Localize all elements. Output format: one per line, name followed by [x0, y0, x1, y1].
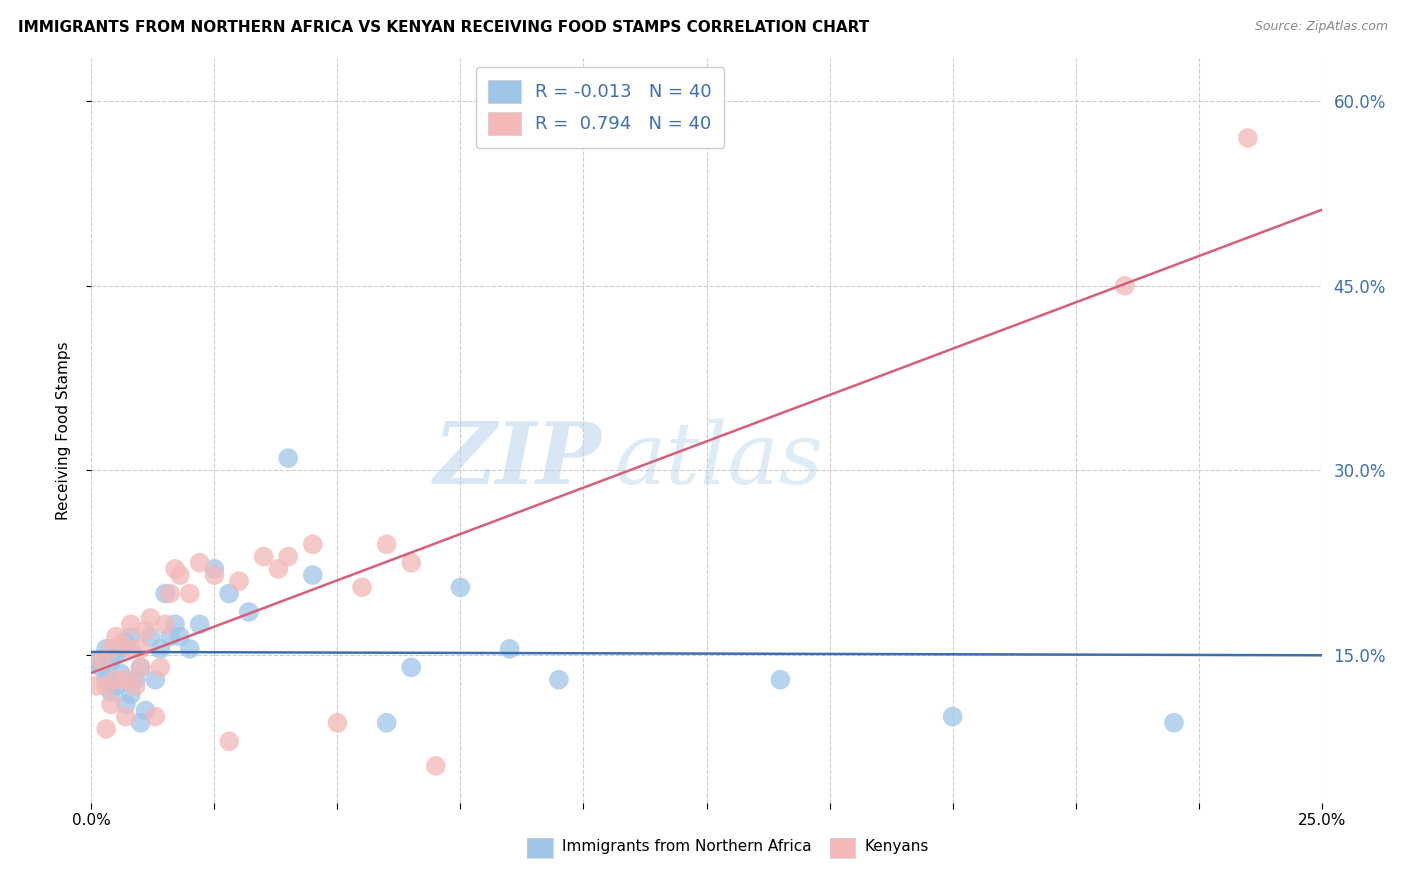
- Point: [114, 709, 138, 723]
- Point: [96, 679, 117, 693]
- Point: [352, 580, 374, 594]
- Point: [153, 617, 177, 632]
- Point: [202, 562, 225, 576]
- Point: [100, 698, 122, 712]
- Point: [114, 636, 138, 650]
- Text: ZIP: ZIP: [434, 418, 602, 502]
- Point: [129, 660, 152, 674]
- Point: [86, 679, 108, 693]
- Point: [139, 630, 162, 644]
- Point: [100, 654, 122, 668]
- Point: [110, 641, 132, 656]
- Point: [129, 715, 152, 730]
- Point: [114, 698, 138, 712]
- Text: Immigrants from Northern Africa: Immigrants from Northern Africa: [562, 839, 813, 854]
- Point: [145, 709, 166, 723]
- Point: [941, 709, 963, 723]
- Point: [498, 641, 520, 656]
- Point: [163, 617, 186, 632]
- Point: [169, 630, 191, 644]
- Point: [129, 641, 152, 656]
- Point: [135, 703, 156, 717]
- Point: [129, 660, 152, 674]
- Point: [188, 556, 211, 570]
- Point: [399, 556, 422, 570]
- Y-axis label: Receiving Food Stamps: Receiving Food Stamps: [56, 341, 70, 520]
- Point: [399, 660, 422, 674]
- Point: [90, 660, 112, 674]
- Point: [267, 562, 290, 576]
- Point: [105, 648, 127, 662]
- Point: [105, 673, 127, 687]
- Point: [228, 574, 250, 589]
- Point: [238, 605, 260, 619]
- Point: [1163, 715, 1185, 730]
- Point: [326, 715, 349, 730]
- Point: [120, 617, 142, 632]
- Point: [153, 586, 177, 600]
- Point: [169, 568, 191, 582]
- Point: [105, 630, 127, 644]
- Point: [179, 641, 201, 656]
- Point: [96, 641, 117, 656]
- Point: [96, 722, 117, 736]
- Point: [179, 586, 201, 600]
- Point: [769, 673, 792, 687]
- Point: [202, 568, 225, 582]
- Point: [120, 641, 142, 656]
- Point: [135, 624, 156, 638]
- Point: [449, 580, 471, 594]
- Point: [375, 715, 398, 730]
- Point: [163, 562, 186, 576]
- Point: [149, 641, 172, 656]
- Point: [96, 673, 117, 687]
- Legend: R = -0.013   N = 40, R =  0.794   N = 40: R = -0.013 N = 40, R = 0.794 N = 40: [475, 67, 724, 148]
- Point: [277, 549, 299, 564]
- Text: IMMIGRANTS FROM NORTHERN AFRICA VS KENYAN RECEIVING FOOD STAMPS CORRELATION CHAR: IMMIGRANTS FROM NORTHERN AFRICA VS KENYA…: [18, 20, 869, 35]
- Point: [547, 673, 569, 687]
- Point: [218, 734, 240, 748]
- Point: [124, 673, 146, 687]
- Point: [145, 673, 166, 687]
- Point: [375, 537, 398, 551]
- Text: Source: ZipAtlas.com: Source: ZipAtlas.com: [1254, 20, 1388, 33]
- Text: Kenyans: Kenyans: [865, 839, 929, 854]
- Point: [86, 654, 108, 668]
- Point: [253, 549, 276, 564]
- Point: [425, 759, 447, 773]
- Point: [301, 568, 323, 582]
- Point: [120, 688, 142, 702]
- Point: [159, 586, 181, 600]
- Point: [124, 679, 146, 693]
- Point: [120, 630, 142, 644]
- Point: [139, 611, 162, 625]
- Point: [1114, 278, 1136, 293]
- Point: [114, 673, 138, 687]
- Point: [188, 617, 211, 632]
- Point: [1237, 131, 1260, 145]
- Point: [301, 537, 323, 551]
- Point: [218, 586, 240, 600]
- Point: [100, 685, 122, 699]
- Point: [149, 660, 172, 674]
- Point: [90, 654, 112, 668]
- Point: [110, 636, 132, 650]
- Text: atlas: atlas: [614, 419, 824, 501]
- Point: [277, 451, 299, 466]
- Point: [105, 679, 127, 693]
- Point: [159, 630, 181, 644]
- Point: [100, 641, 122, 656]
- Point: [110, 666, 132, 681]
